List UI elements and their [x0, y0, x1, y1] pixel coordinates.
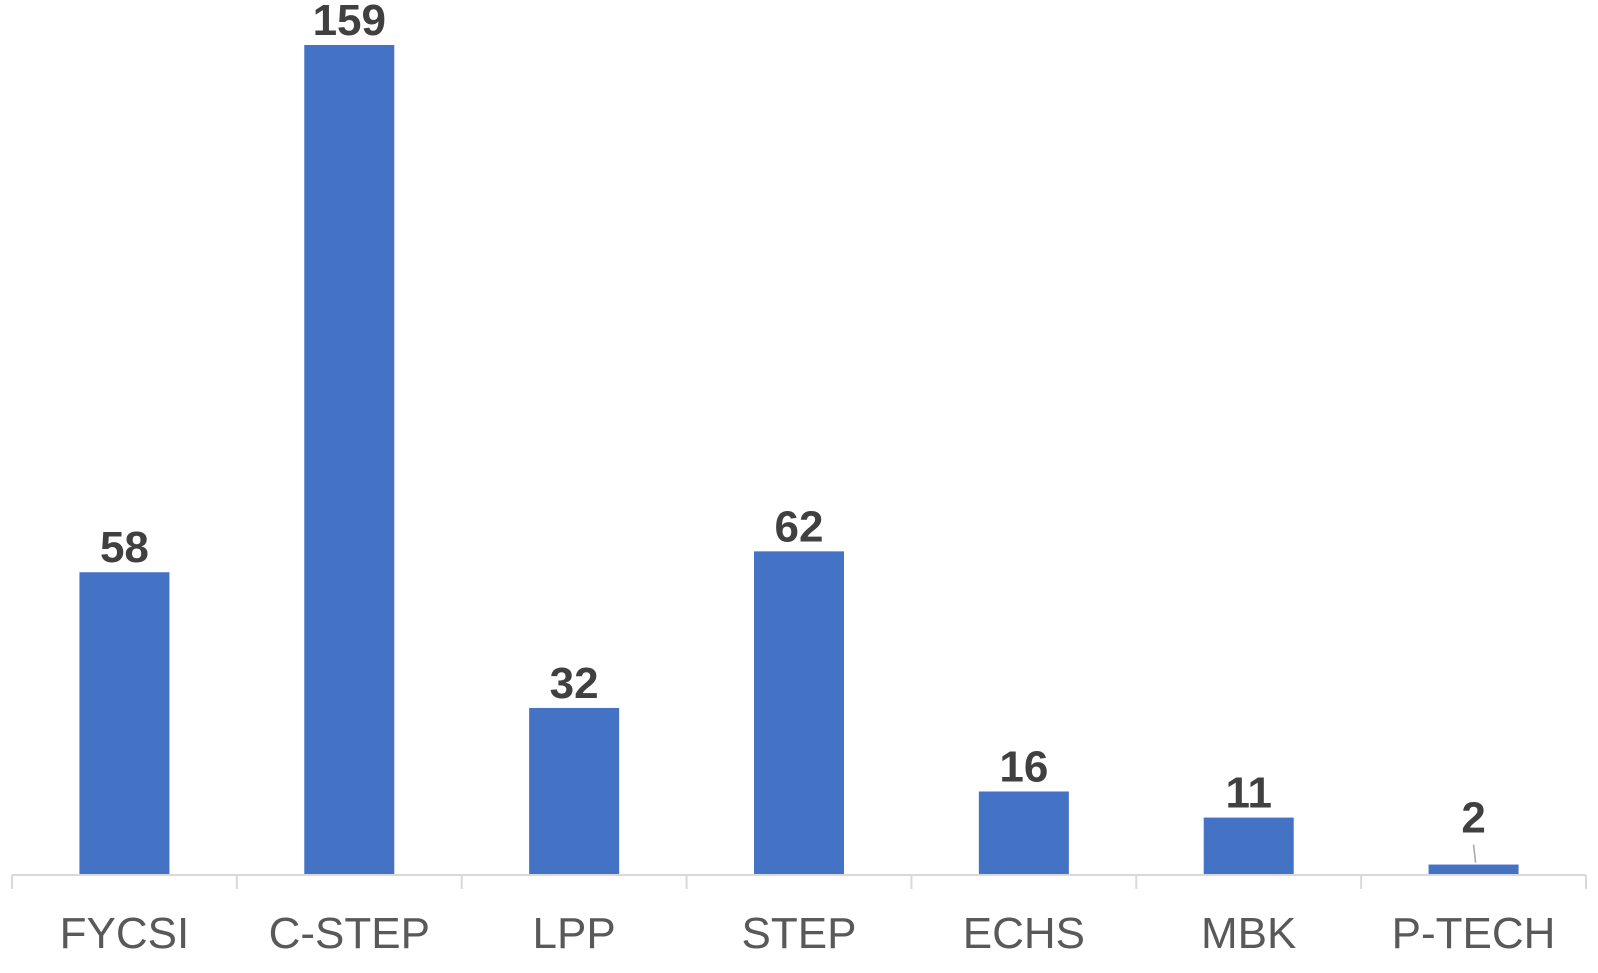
data-label: 11 — [1225, 769, 1272, 818]
x-tick-label: FYCSI — [60, 909, 190, 958]
bars — [79, 45, 1518, 875]
data-label: 32 — [550, 659, 599, 708]
bar-step — [754, 551, 844, 875]
data-label: 58 — [100, 523, 149, 572]
x-tick-label: C-STEP — [269, 909, 430, 958]
bar-c-step — [304, 45, 394, 875]
x-tick-label: ECHS — [963, 909, 1085, 958]
data-label: 159 — [313, 0, 386, 45]
data-label: 2 — [1461, 794, 1485, 843]
x-tick-label: P-TECH — [1392, 909, 1556, 958]
x-tick-label: STEP — [742, 909, 857, 958]
data-label: 16 — [999, 742, 1048, 791]
x-tick-label: LPP — [533, 909, 616, 958]
bar-p-tech — [1429, 865, 1519, 875]
bar-echs — [979, 791, 1069, 875]
leader-lines — [1474, 845, 1476, 863]
bar-mbk — [1204, 818, 1294, 875]
bar-fycsi — [79, 572, 169, 875]
data-label: 62 — [775, 502, 824, 551]
x-axis-labels: FYCSI C-STEP LPP STEP ECHS MBK P-TECH — [60, 909, 1556, 958]
x-tick-label: MBK — [1201, 909, 1296, 958]
x-axis-ticks — [12, 875, 1586, 889]
leader-line — [1474, 845, 1476, 863]
bar-lpp — [529, 708, 619, 875]
